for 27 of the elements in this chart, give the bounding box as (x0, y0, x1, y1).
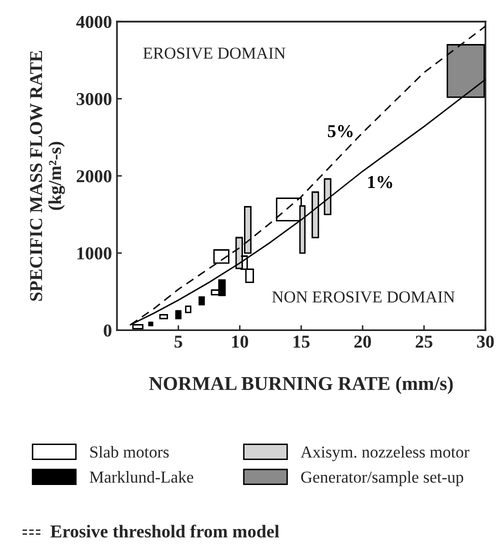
x-tick-label: 25 (416, 336, 432, 348)
y-tick-label: 1000 (77, 247, 112, 260)
bar (175, 310, 182, 320)
text: Erosive threshold from model (50, 524, 280, 538)
y-tick-label: 0 (104, 324, 112, 337)
annotation: NON EROSIVE DOMAIN (272, 291, 455, 303)
x-tick-label: 20 (354, 336, 371, 348)
legend-label: Axisym. nozzeless motor (300, 446, 470, 462)
y-axis-title: SPECIFIC MASS FLOW RATE (kg/m²-s) (30, 50, 65, 301)
series-label: 1% (368, 176, 392, 188)
x-tick-label: 10 (232, 336, 248, 348)
y-tick-label: 3000 (76, 93, 112, 106)
x-axis-title: NORMAL BURNING RATE (mm/s) (149, 376, 453, 394)
bar (198, 296, 205, 306)
x-tick-label: 5 (174, 336, 182, 348)
legend-label: Slab motors (90, 446, 169, 458)
bar (312, 191, 320, 238)
x-tick-label: 30 (477, 336, 494, 348)
series-label: 5% (328, 125, 353, 138)
legend-label: Marklund-Lake (90, 471, 194, 483)
y-tick-label: 2000 (76, 170, 112, 182)
legend-label: Generator/sample set-up (301, 471, 464, 486)
x-tick-label: 15 (294, 336, 310, 348)
bar (324, 178, 332, 216)
annotation: EROSIVE DOMAIN (143, 48, 286, 59)
y-tick-label: 4000 (76, 16, 112, 28)
bar (148, 322, 154, 326)
